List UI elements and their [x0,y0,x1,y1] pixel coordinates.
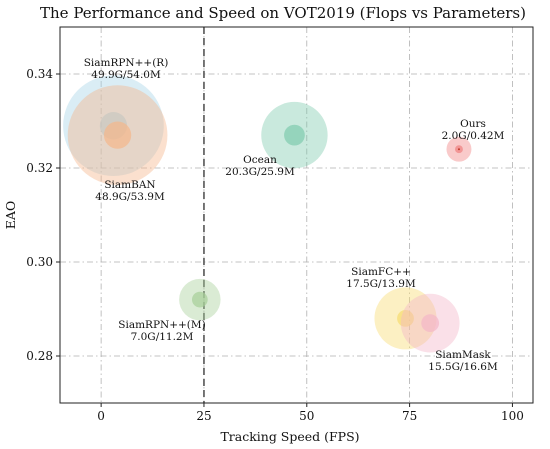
y-tick-label: 0.30 [26,255,53,269]
data-label-siamrpn-m-cost: 7.0G/11.2M [131,331,194,343]
bubble-layer [63,75,472,353]
data-label-siamrpn-m-name: SiamRPN++(M) [118,319,205,331]
x-tick-label: 75 [402,409,417,423]
data-label-siamban-name: SiamBAN [104,179,155,191]
annotation-layer: SiamRPN++(R)49.9G/54.0M SiamBAN48.9G/53.9… [84,57,505,373]
x-tick-label: 0 [97,409,105,423]
y-axis-label: EAO [3,201,18,229]
bubble-params-siamban [103,121,132,149]
x-tick-label: 100 [501,409,524,423]
bubble-params-siamfc [397,309,414,327]
data-label-siammask-name: SiamMask [435,349,491,361]
data-label-siammask-cost: 15.5G/16.6M [428,361,498,373]
bubble-center-ours [457,148,460,151]
data-label-siamfc-name: SiamFC++ [351,266,411,278]
data-label-ocean-name: Ocean [243,154,277,166]
data-label-ours-name: Ours [460,118,486,130]
bubble-params-siamrpn-m [191,291,208,308]
tick-layer: 0 25 50 75 100 0.28 0.30 0.32 0.34 [26,67,524,423]
bubble-params-ocean [284,124,305,146]
x-tick-label: 50 [299,409,314,423]
data-label-siamrpn-r-name: SiamRPN++(R) [84,57,169,69]
data-label-ours-cost: 2.0G/0.42M [442,130,505,142]
data-label-siamrpn-r-cost: 49.9G/54.0M [91,69,161,81]
x-tick-label: 25 [196,409,211,423]
bubble-params-siammask [421,314,440,333]
data-label-siamban-cost: 48.9G/53.9M [95,191,165,203]
y-tick-label: 0.34 [26,67,53,81]
y-tick-label: 0.28 [26,349,53,363]
chart-title: The Performance and Speed on VOT2019 (Fl… [40,4,526,22]
plot-frame [59,26,534,404]
data-label-siamfc-cost: 17.5G/13.9M [346,278,416,290]
data-label-ocean-cost: 20.3G/25.9M [225,166,295,178]
y-tick-label: 0.32 [26,161,53,175]
x-axis-label: Tracking Speed (FPS) [220,429,359,444]
